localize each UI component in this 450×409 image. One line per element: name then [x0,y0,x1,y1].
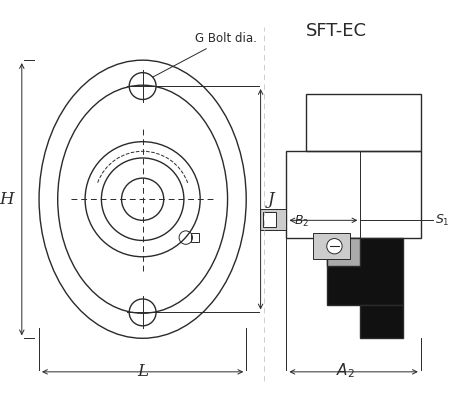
Bar [313,233,350,258]
Text: $A_2$: $A_2$ [337,361,356,380]
Text: J: J [268,191,275,208]
Bar [262,212,276,227]
Text: $S_1$: $S_1$ [435,213,450,228]
Text: H: H [0,191,14,208]
Text: $B_2$: $B_2$ [294,213,309,229]
Bar [327,238,404,305]
Text: SFT-EC: SFT-EC [306,22,367,40]
Bar [191,233,199,243]
Text: L: L [137,362,148,380]
Text: G Bolt dia.: G Bolt dia. [153,31,257,77]
Bar [260,209,287,230]
Bar [287,151,421,238]
Bar [306,94,421,151]
Bar [360,305,404,338]
Circle shape [327,238,342,254]
Bar [327,238,360,266]
